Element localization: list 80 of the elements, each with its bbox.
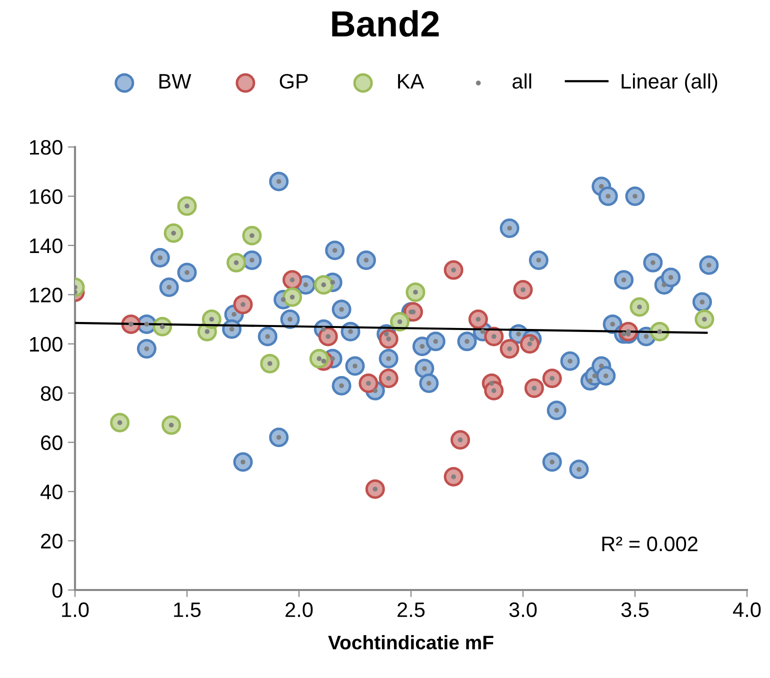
point	[406, 282, 426, 302]
point	[643, 252, 663, 272]
point	[258, 326, 278, 346]
x-tick-label: 3.5	[621, 602, 649, 618]
y-tick-label: 180	[30, 140, 62, 155]
point	[282, 270, 302, 290]
x-tick-label: 1.5	[174, 602, 201, 618]
y-tick-label: 40	[40, 484, 62, 500]
point	[661, 268, 681, 288]
point	[625, 186, 645, 206]
point	[419, 374, 439, 394]
point	[164, 223, 184, 243]
y-tick-label: 140	[30, 238, 62, 254]
point	[282, 287, 302, 307]
point	[365, 479, 385, 499]
x-tick-label: 4.0	[733, 602, 761, 618]
legend-label: all	[512, 73, 532, 89]
point	[233, 452, 253, 472]
point	[692, 292, 712, 312]
point	[325, 240, 345, 260]
point	[614, 270, 634, 290]
point	[110, 412, 130, 432]
point	[358, 374, 378, 394]
x-axis-title: Vochtindicatie mF	[328, 635, 494, 650]
point	[345, 356, 365, 376]
x-tick-label: 1.0	[62, 602, 89, 618]
point	[468, 310, 488, 330]
x-tick-label: 2.5	[398, 602, 425, 618]
y-tick-label: 60	[41, 435, 62, 450]
x-tick-label: 3.0	[509, 602, 537, 618]
point	[136, 339, 156, 359]
point	[528, 250, 548, 270]
y-tick-label: 0	[52, 583, 62, 598]
point	[162, 415, 182, 435]
point	[332, 376, 352, 396]
point	[444, 260, 464, 280]
point	[542, 368, 562, 388]
point	[524, 378, 544, 398]
point	[378, 368, 398, 388]
point	[450, 430, 470, 450]
point	[378, 348, 398, 368]
point	[513, 280, 533, 300]
y-tick-label: 20	[41, 534, 62, 549]
y-tick-label: 120	[30, 288, 62, 302]
point	[560, 351, 580, 371]
y-tick-label: 100	[30, 336, 62, 352]
point	[596, 366, 616, 386]
point	[444, 467, 464, 487]
annotation: R² = 0.002	[602, 536, 698, 552]
point	[177, 262, 197, 282]
point	[260, 354, 280, 374]
point	[569, 460, 589, 480]
legend-label: Linear (all)	[622, 73, 718, 93]
point	[314, 275, 334, 295]
point	[177, 196, 197, 216]
point	[699, 255, 719, 275]
chart-title: Band2	[332, 10, 439, 37]
point	[226, 252, 246, 272]
point	[542, 452, 562, 472]
point	[457, 332, 477, 352]
x-tick-label: 2.0	[286, 602, 313, 618]
point	[546, 400, 566, 420]
point	[269, 428, 289, 448]
point	[598, 186, 618, 206]
point	[150, 248, 170, 268]
point	[159, 278, 179, 298]
point	[500, 339, 520, 359]
point	[694, 310, 714, 330]
legend-label: GP	[280, 74, 308, 89]
point	[242, 226, 262, 246]
point	[500, 218, 520, 238]
point	[269, 172, 289, 192]
legend-label: KA	[398, 74, 424, 88]
point	[332, 300, 352, 320]
point	[630, 297, 650, 317]
point	[356, 250, 376, 270]
legend-label: BW	[159, 74, 192, 88]
y-tick-label: 80	[40, 386, 62, 401]
y-tick-label: 160	[30, 189, 62, 204]
point	[426, 332, 446, 352]
